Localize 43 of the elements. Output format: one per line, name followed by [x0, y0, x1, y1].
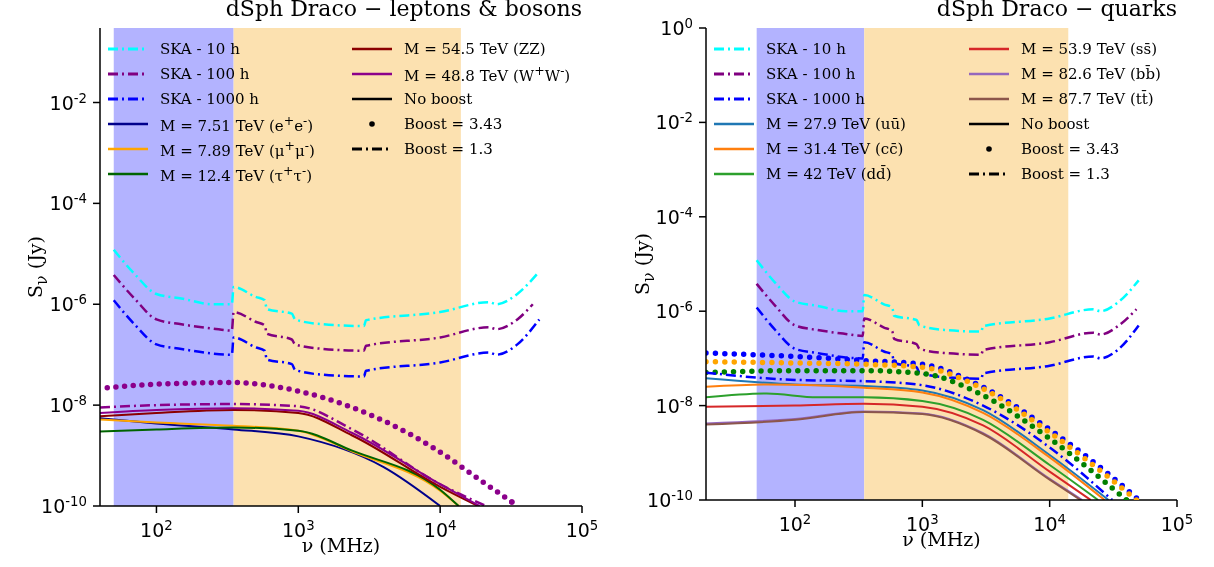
legend-label: Boost = 3.43: [404, 114, 503, 133]
y-tick-label: 10$^{-10}$: [647, 487, 693, 511]
chart-title: dSph Draco − quarks: [936, 0, 1177, 21]
legend-label: Boost = 1.3: [404, 139, 493, 158]
legend-label: M = 87.7 TeV (tt̄): [1021, 89, 1154, 108]
legend-label: Boost = 3.43: [1021, 139, 1120, 158]
legend-label: SKA - 10 h: [160, 39, 240, 58]
legend-label: M = 12.4 TeV (τ$^{+}$τ$^{-}$): [160, 162, 312, 185]
legend-label: M = 42 TeV (dd̄): [766, 164, 892, 183]
y-tick-label: 10$^{-6}$: [655, 298, 693, 323]
x-tick-label: 10$^{4}$: [423, 517, 457, 541]
y-tick-label: 10$^{-6}$: [49, 291, 87, 316]
chart-title: dSph Draco − leptons & bosons: [225, 0, 582, 21]
x-tick-label: 10$^{3}$: [281, 517, 315, 541]
legend-label: M = 31.4 TeV (cc̄): [766, 139, 904, 158]
y-tick-label: 10$^{-10}$: [41, 493, 87, 517]
y-tick-label: 10$^{-2}$: [655, 109, 693, 134]
y-tick-label: 10$^{-4}$: [49, 190, 87, 215]
legend-label: Boost = 1.3: [1021, 164, 1110, 183]
y-tick-label: 10$^{-8}$: [49, 392, 87, 417]
legend-label: SKA - 100 h: [766, 64, 856, 83]
y-tick-label: 10$^{0}$: [660, 15, 693, 39]
legend-label: No boost: [404, 89, 473, 108]
legend-label: M = 27.9 TeV (uū): [766, 114, 906, 133]
y-tick-label: 10$^{-2}$: [49, 90, 87, 114]
x-tick-label: 10$^{2}$: [140, 517, 173, 541]
x-tick-label: 10$^{5}$: [565, 517, 599, 541]
x-tick-label: 10$^{2}$: [778, 511, 812, 535]
y-tick-label: 10$^{-8}$: [655, 393, 693, 417]
x-tick-label: 10$^{4}$: [1033, 511, 1066, 535]
legend-label: M = 7.51 TeV (e$^{+}$e$^{-}$): [160, 112, 314, 135]
legend-label: M = 54.5 TeV (ZZ): [404, 39, 546, 58]
legend-label: M = 7.89 TeV (μ$^{+}$μ$^{-}$): [160, 137, 315, 160]
legend-label: M = 53.9 TeV (ss̄): [1021, 39, 1158, 58]
legend-label: SKA - 1000 h: [766, 89, 865, 108]
legend-label: SKA - 1000 h: [160, 89, 259, 108]
legend-label: SKA - 100 h: [160, 64, 250, 83]
legend-label: M = 48.8 TeV (W$^{+}$W$^{-}$): [404, 62, 571, 85]
legend-label: M = 82.6 TeV (bb̄): [1021, 64, 1161, 83]
y-tick-label: 10$^{-4}$: [655, 204, 693, 228]
x-tick-label: 10$^{5}$: [1160, 511, 1194, 535]
legend-label: SKA - 10 h: [766, 39, 846, 58]
legend-label: No boost: [1021, 114, 1090, 133]
